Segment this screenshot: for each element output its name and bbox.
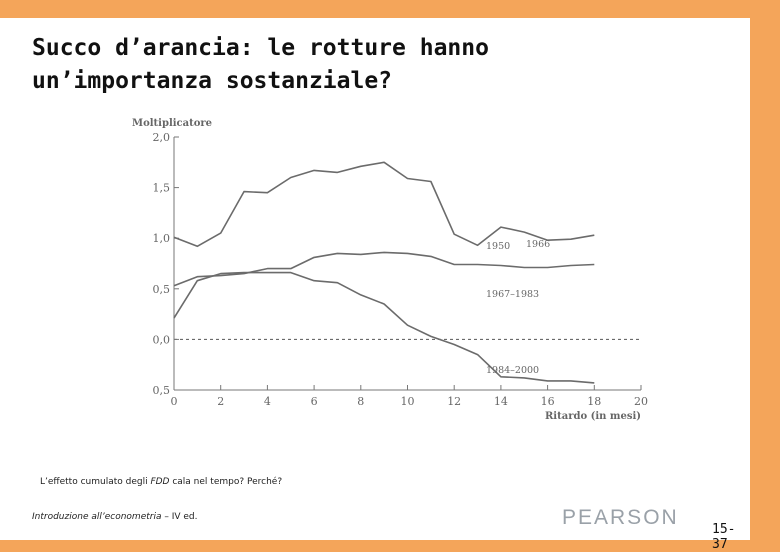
series-label-0: 1950	[486, 241, 510, 252]
series-line-0	[173, 161, 595, 248]
caption-italic: FDD	[150, 477, 170, 487]
x-axis-title: Ritardo (in mesi)	[545, 411, 641, 422]
footer-book-title: Introduzione all’econometria – IV ed.	[32, 512, 198, 522]
y-tick-label-0: 2,0	[153, 131, 171, 144]
caption-after: cala nel tempo? Perché?	[169, 477, 283, 487]
series-label-2: 1967–1983	[486, 289, 539, 300]
title-line-2: un’importanza sostanziale?	[32, 68, 393, 94]
footer-edition: – IV ed.	[161, 512, 198, 522]
slide-title: Succo d’arancia: le rotture hanno un’imp…	[32, 32, 632, 98]
series-line-2	[173, 271, 595, 384]
series-line-1	[173, 251, 595, 287]
chart-caption: L’effetto cumulato degli FDD cala nel te…	[40, 477, 282, 487]
y-tick-label-3: 0,5	[153, 283, 171, 296]
y-tick-label-4: 0,0	[153, 333, 171, 346]
caption-before: L’effetto cumulato degli	[40, 477, 151, 487]
page-number: 15-37	[712, 522, 736, 552]
x-tick-label-6: 12	[447, 395, 461, 408]
x-tick-label-10: 20	[634, 395, 648, 408]
x-tick-label-2: 4	[264, 395, 271, 408]
y-tick-label-1: 1,5	[153, 182, 171, 195]
y-tick-label-2: 1,0	[153, 232, 171, 245]
x-tick-label-9: 18	[587, 395, 601, 408]
footer-title: Introduzione all’econometria	[32, 512, 162, 522]
x-tick-label-5: 10	[401, 395, 415, 408]
x-tick-label-3: 6	[311, 395, 318, 408]
x-tick-label-7: 14	[494, 395, 508, 408]
pearson-logo: PEARSON	[562, 506, 679, 529]
series-label-1: 1966	[526, 239, 550, 250]
slide: Succo d’arancia: le rotture hanno un’imp…	[0, 18, 750, 552]
y-axis-title: Moltiplicatore	[132, 118, 212, 129]
x-tick-label-8: 16	[541, 395, 555, 408]
x-tick-label-4: 8	[357, 395, 364, 408]
x-tick-label-0: 0	[171, 395, 178, 408]
title-line-1: Succo d’arancia: le rotture hanno	[32, 35, 489, 61]
series-label-3: 1984–2000	[486, 365, 539, 376]
y-tick-label-5: 0,5	[153, 384, 171, 397]
x-tick-label-1: 2	[217, 395, 224, 408]
multiplier-chart: 2,01,51,00,50,00,50 2 4 6 8 10 12 14 16 18 20Molti…	[132, 118, 648, 422]
